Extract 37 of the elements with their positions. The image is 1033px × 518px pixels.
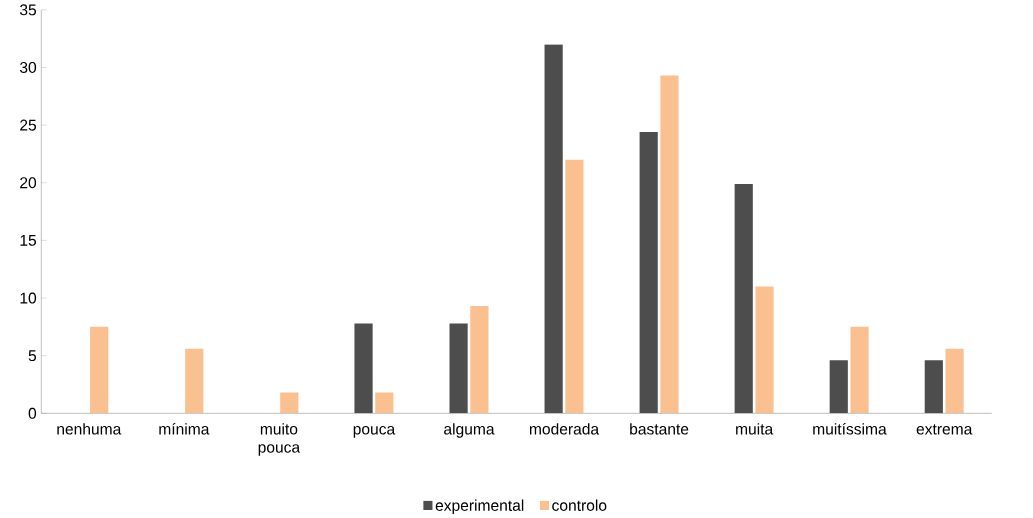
y-tick-label: 25: [20, 119, 37, 131]
bar: [354, 323, 373, 414]
bar: [375, 392, 394, 414]
y-tick-label: 0: [28, 407, 37, 419]
bar: [924, 360, 943, 414]
bar: [280, 392, 299, 414]
bar: [829, 360, 848, 414]
bar: [185, 348, 204, 414]
x-tick-label: pouca: [353, 426, 396, 438]
y-tick-label: 10: [20, 292, 37, 304]
x-tick-label: muitíssima: [813, 423, 887, 435]
x-tick-label: mínima: [159, 423, 210, 435]
legend-label: controlo: [552, 499, 607, 511]
bar: [850, 326, 869, 414]
bar: [945, 348, 964, 414]
bar: [90, 326, 109, 414]
y-tick-label: 35: [19, 4, 37, 16]
y-tick-label: 20: [20, 177, 37, 189]
bar: [565, 159, 584, 414]
y-tick-label: 30: [19, 62, 37, 74]
legend-label: experimental: [435, 499, 524, 515]
x-tick-label: extrema: [916, 424, 973, 435]
x-tick-label: moderada: [529, 423, 600, 435]
x-tick-label: muita: [736, 423, 774, 435]
bar: [449, 323, 468, 414]
bar: [544, 44, 563, 414]
x-tick-label: bastante: [630, 423, 689, 435]
x-tick-label: nenhuma: [57, 423, 122, 435]
x-tick-label: muito pouca: [258, 423, 301, 456]
bar: [734, 183, 753, 414]
bar: [660, 75, 679, 414]
x-tick-label: alguma: [444, 423, 495, 438]
bar: [755, 286, 774, 414]
bar: [639, 132, 658, 414]
y-tick-label: 5: [28, 350, 37, 362]
y-tick-label: 15: [20, 235, 37, 246]
bar: [470, 306, 489, 414]
